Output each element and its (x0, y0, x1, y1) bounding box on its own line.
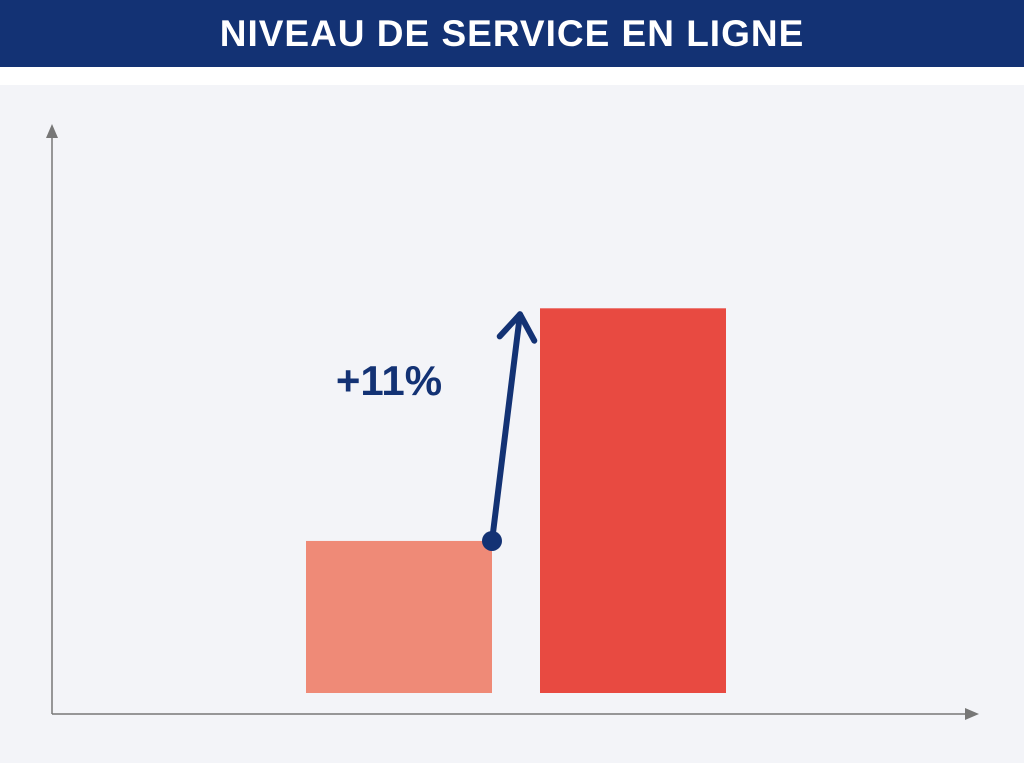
growth-annotation: +11% (336, 357, 442, 404)
page-title: NIVEAU DE SERVICE EN LIGNE (219, 12, 805, 54)
axes (46, 124, 979, 720)
x-axis-arrowhead (965, 708, 979, 720)
growth-arrow-origin-dot (482, 530, 502, 551)
bar-1 (306, 540, 492, 693)
title-banner: NIVEAU DE SERVICE EN LIGNE (0, 0, 1024, 67)
bar-2 (540, 308, 726, 693)
y-axis-arrowhead (46, 124, 58, 138)
growth-arrow-shaft (489, 311, 523, 544)
chart-panel (0, 85, 1024, 763)
bars (306, 308, 726, 693)
growth-arrow-head (496, 311, 538, 344)
growth-arrow-group (482, 311, 538, 551)
